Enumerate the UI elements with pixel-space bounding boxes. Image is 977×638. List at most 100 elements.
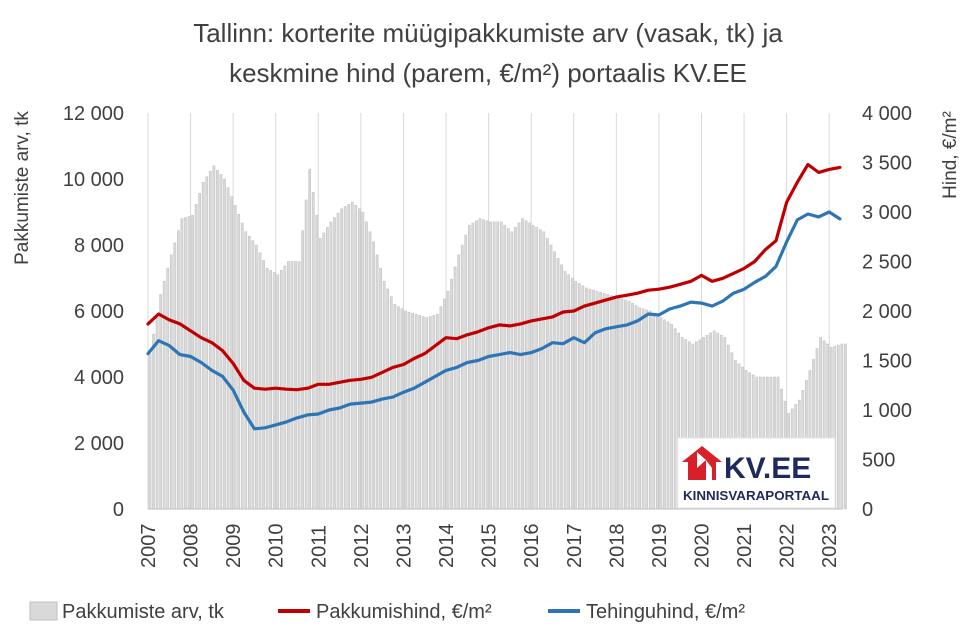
- bar: [180, 218, 184, 510]
- bar: [219, 174, 223, 510]
- bar: [521, 218, 524, 510]
- y-left-label: Pakkumiste arv, tk: [12, 111, 33, 265]
- bar: [233, 205, 237, 510]
- bar: [499, 221, 503, 510]
- bar: [577, 283, 581, 510]
- legend-label-offer-price: Pakkumishind, €/m²: [316, 601, 492, 623]
- bar: [354, 205, 358, 510]
- bar: [581, 285, 585, 510]
- bar: [652, 312, 656, 510]
- bar: [159, 294, 162, 510]
- bar: [599, 292, 602, 510]
- x-tick-label: 2011: [308, 525, 330, 568]
- bar: [844, 343, 847, 510]
- bar: [585, 287, 588, 510]
- bar: [212, 165, 216, 510]
- bar: [290, 261, 294, 510]
- bar: [404, 310, 407, 510]
- bar: [216, 169, 219, 510]
- x-tick-label: 2018: [606, 524, 628, 569]
- bar: [538, 229, 542, 510]
- bar: [287, 261, 290, 510]
- x-ticks: 2007 2008 2009 2010 2011 2012 2013 2014 2015 2016…: [138, 524, 841, 569]
- y-left-tick-label: 12 000: [63, 103, 124, 125]
- bar: [542, 231, 546, 510]
- bar: [400, 308, 404, 510]
- bar: [318, 238, 322, 510]
- bar: [379, 267, 382, 510]
- bar: [563, 271, 567, 510]
- x-tick-label: 2014: [436, 524, 458, 569]
- x-tick-label: 2021: [734, 524, 756, 569]
- line-offer-price: [146, 162, 842, 392]
- bar: [248, 235, 251, 510]
- bar: [492, 221, 496, 510]
- x-tick-label: 2020: [692, 524, 714, 569]
- bar: [169, 254, 173, 510]
- x-tick-label: 2016: [521, 524, 543, 569]
- bar: [194, 204, 198, 510]
- bar: [464, 234, 468, 510]
- x-tick-label: 2008: [181, 524, 203, 569]
- bar: [361, 211, 365, 510]
- x-tick-label: 2022: [777, 524, 799, 569]
- bar: [230, 196, 233, 510]
- bar: [485, 220, 489, 510]
- bar: [198, 193, 202, 510]
- bar: [223, 178, 226, 510]
- bar: [510, 231, 514, 510]
- legend-item-bars: Pakkumiste arv, tk: [29, 601, 225, 623]
- bar: [177, 230, 180, 510]
- bar: [301, 230, 304, 510]
- bar: [475, 220, 478, 510]
- bar: [294, 261, 297, 510]
- legend-label-deal-price: Tehinguhind, €/m²: [586, 601, 745, 623]
- bar: [262, 260, 265, 510]
- bar: [517, 222, 521, 510]
- bar: [553, 251, 556, 510]
- bar: [184, 217, 187, 510]
- bar: [414, 314, 418, 510]
- logo-tagline: KINNISVARAPORTAAL: [683, 488, 829, 503]
- bar: [418, 315, 421, 510]
- bar: [549, 244, 553, 510]
- bar: [634, 305, 638, 510]
- bar: [148, 353, 152, 510]
- bar: [503, 224, 507, 510]
- bar: [365, 221, 368, 510]
- bar: [350, 201, 354, 510]
- y-right-tick-label: 2 000: [862, 301, 912, 323]
- bar: [460, 244, 464, 510]
- bar: [624, 299, 627, 510]
- bar: [311, 191, 315, 510]
- y-right-tick-label: 4 000: [862, 103, 912, 125]
- bar: [244, 231, 248, 510]
- bar: [560, 264, 563, 510]
- bar: [347, 204, 351, 510]
- bar: [226, 187, 230, 510]
- x-tick-label: 2019: [649, 524, 671, 569]
- legend: Pakkumiste arv, tk Pakkumishind, €/m² Te…: [29, 601, 745, 623]
- bar: [673, 328, 677, 510]
- bar: [375, 254, 379, 510]
- bar: [641, 308, 645, 510]
- bar: [443, 298, 446, 510]
- bar: [602, 293, 606, 510]
- legend-label-bars: Pakkumiste arv, tk: [62, 601, 225, 623]
- bar: [315, 215, 319, 510]
- x-tick-label: 2023: [819, 524, 841, 569]
- line-series: [146, 162, 842, 431]
- bar: [333, 217, 336, 510]
- bar: [425, 317, 429, 510]
- bar: [631, 303, 634, 510]
- bar: [514, 227, 517, 510]
- y-right-tick-label: 3 500: [862, 153, 912, 175]
- y-left-ticks: 0 2 000 4 000 6 000 8 000 10 000 12 000: [63, 103, 124, 521]
- bar: [471, 222, 475, 510]
- y-right-tick-label: 500: [862, 450, 895, 472]
- bar: [411, 312, 414, 510]
- bar: [645, 309, 649, 510]
- bar: [407, 311, 411, 510]
- y-right-tick-label: 1 000: [862, 400, 912, 422]
- bar: [272, 272, 276, 510]
